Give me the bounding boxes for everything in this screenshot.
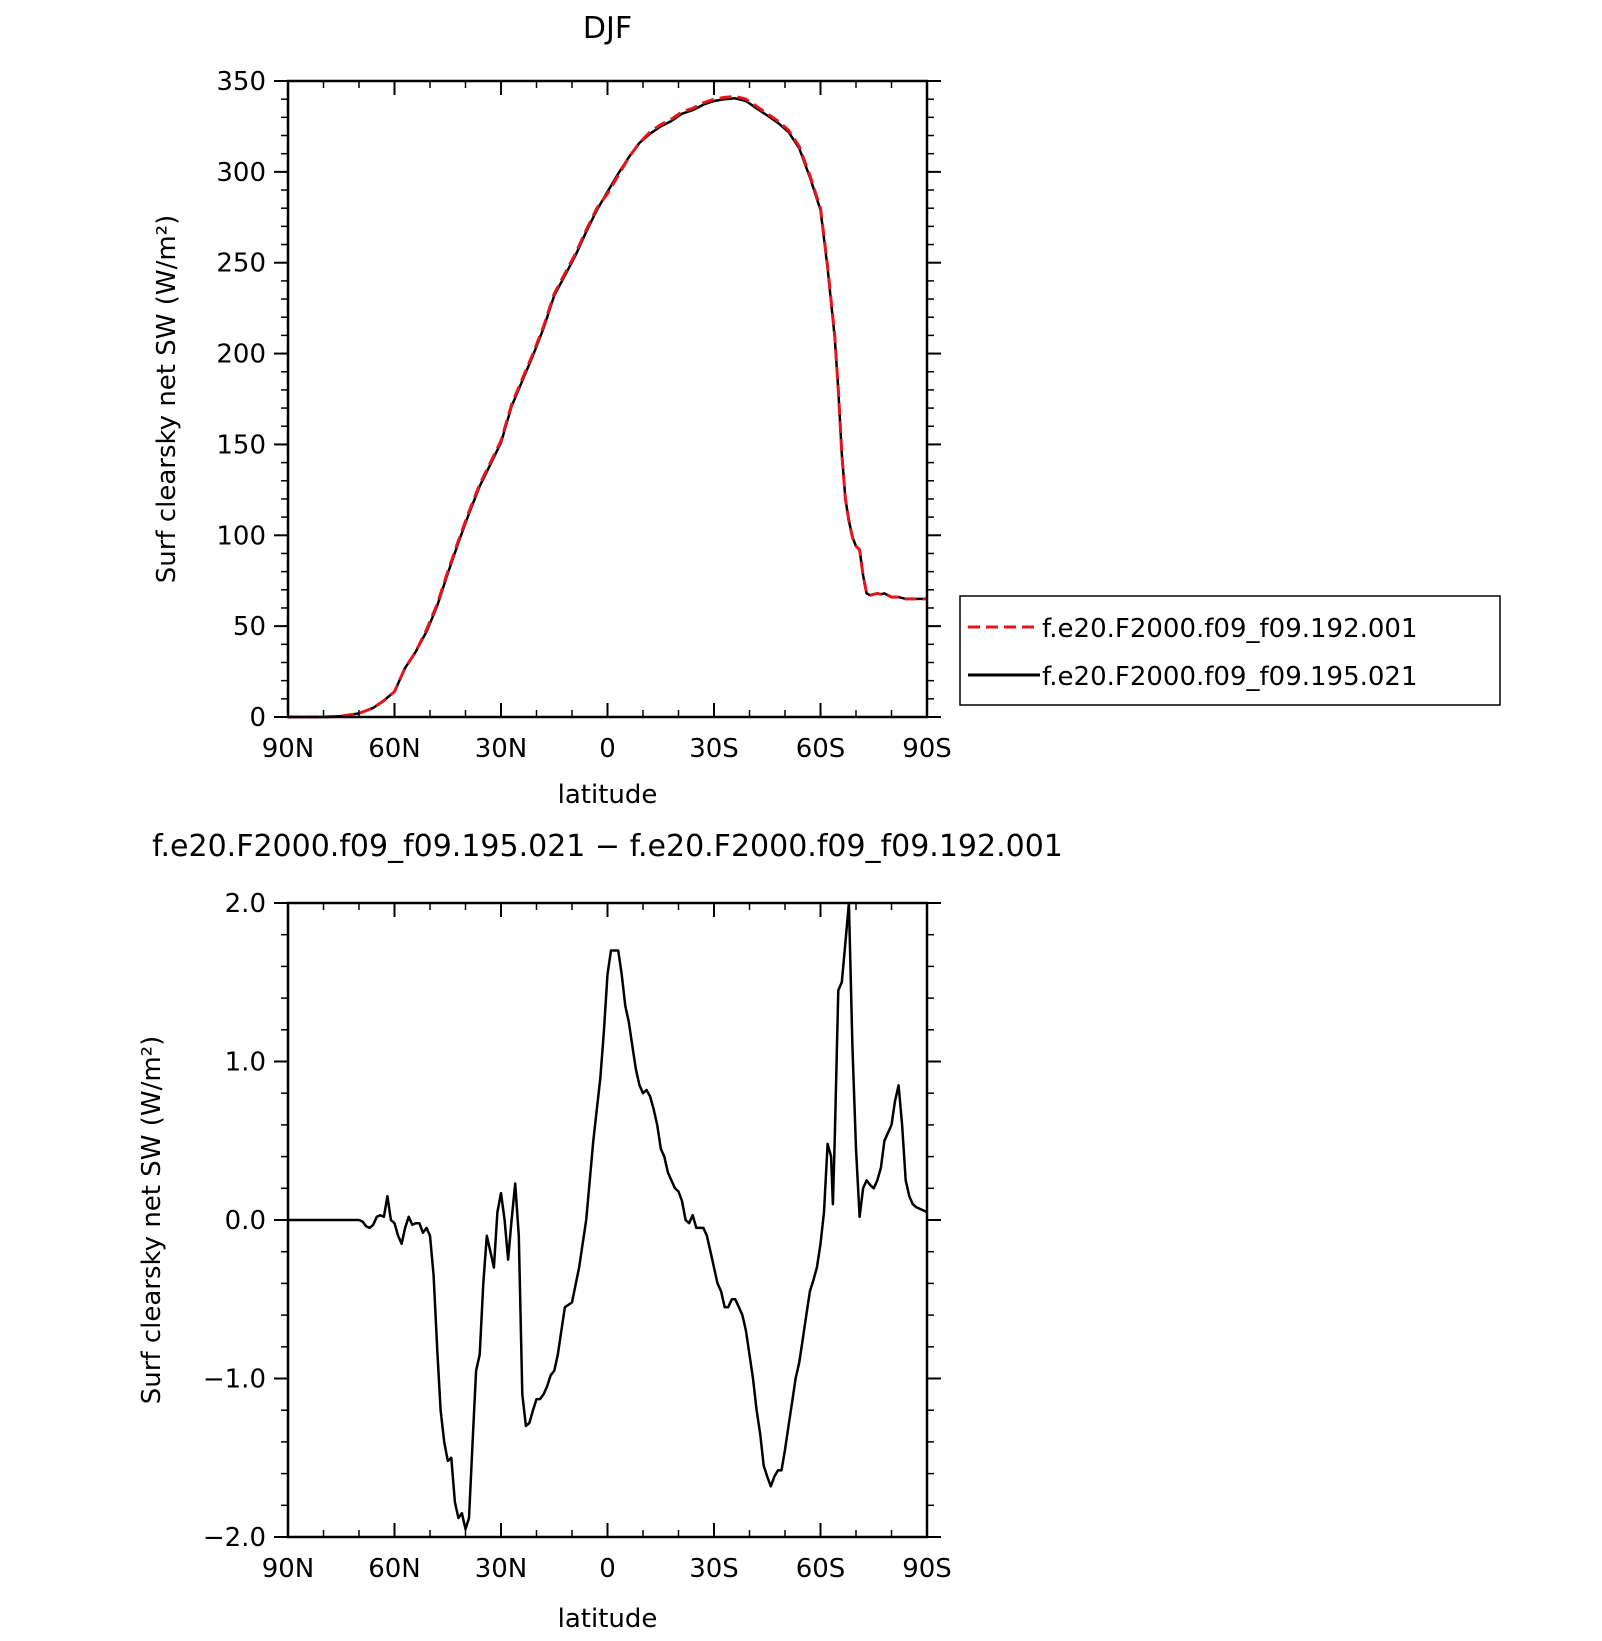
y-tick-label: 50 [233, 612, 266, 642]
y-tick-label: 0.0 [225, 1206, 266, 1236]
chart-title: DJF [583, 11, 632, 46]
y-tick-label: 1.0 [225, 1048, 266, 1078]
axis-ticks: 90N 60N 30N 0 30S 60S 90S 0 50 100 150 200 250 300 350 [216, 67, 951, 764]
plot-frame [286, 79, 929, 719]
y-tick-label: 150 [216, 430, 266, 460]
top-chart: DJF latitude Surf clearsky net SW (W/m²)… [152, 11, 1501, 810]
x-tick-label: 90N [262, 734, 315, 764]
x-tick-label: 60N [368, 734, 421, 764]
y-axis-label: Surf clearsky net SW (W/m²) [137, 1036, 167, 1404]
x-tick-label: 30S [689, 734, 739, 764]
bottom-chart: f.e20.F2000.f09_f09.195.021 − f.e20.F200… [137, 829, 1063, 1634]
y-tick-label: 0 [249, 703, 266, 733]
plot-frame [286, 901, 929, 1539]
x-tick-label: 0 [599, 734, 616, 764]
legend-box [959, 595, 1501, 706]
series-line [288, 94, 927, 719]
x-axis-label: latitude [558, 1604, 658, 1634]
x-tick-label: 60S [796, 734, 846, 764]
x-tick-label: 90S [902, 1554, 952, 1584]
x-axis-label: latitude [558, 780, 658, 810]
series-lines [288, 94, 927, 719]
x-tick-label: 90S [902, 734, 952, 764]
x-tick-label: 30N [475, 734, 528, 764]
y-tick-label: −2.0 [203, 1523, 266, 1553]
x-tick-label: 30N [475, 1554, 528, 1584]
y-tick-label: −1.0 [203, 1365, 266, 1395]
y-tick-label: 200 [216, 340, 266, 370]
series-lines [288, 901, 928, 1531]
x-tick-label: 30S [689, 1554, 739, 1584]
x-tick-label: 60S [796, 1554, 846, 1584]
series-line [288, 901, 928, 1531]
y-tick-label: 2.0 [225, 889, 266, 919]
y-tick-label: 350 [216, 67, 266, 97]
x-tick-label: 60N [368, 1554, 421, 1584]
y-tick-label: 100 [216, 521, 266, 551]
axis-ticks: 90N 60N 30N 0 30S 60S 90S −2.0 −1.0 0.0 1.0 2.0 [203, 889, 952, 1584]
chart-title: f.e20.F2000.f09_f09.195.021 − f.e20.F200… [152, 829, 1063, 864]
y-tick-label: 250 [216, 249, 266, 279]
legend: f.e20.F2000.f09_f09.192.001 f.e20.F2000.… [959, 595, 1501, 706]
y-tick-label: 300 [216, 158, 266, 188]
legend-entry-192: f.e20.F2000.f09_f09.192.001 [1042, 614, 1418, 644]
y-axis-label: Surf clearsky net SW (W/m²) [152, 215, 182, 583]
legend-entry-195: f.e20.F2000.f09_f09.195.021 [1042, 662, 1418, 692]
x-tick-label: 0 [599, 1554, 616, 1584]
x-tick-label: 90N [262, 1554, 315, 1584]
